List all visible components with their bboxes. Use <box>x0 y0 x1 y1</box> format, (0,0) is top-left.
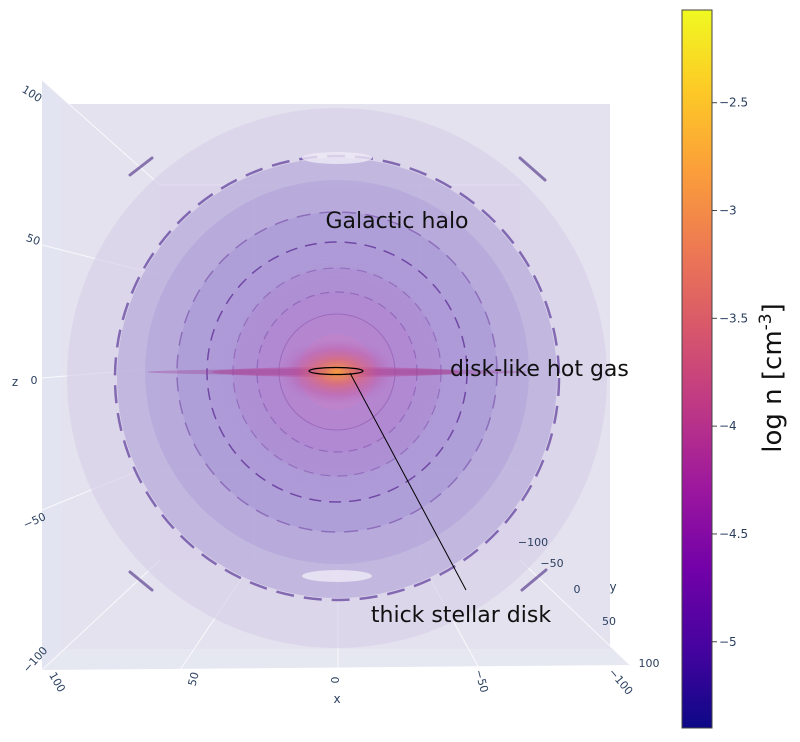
z-tick-label: 0 <box>31 374 38 387</box>
y-tick-label: −100 <box>518 536 548 549</box>
density-shells <box>67 108 607 648</box>
annotation-halo: Galactic halo <box>325 209 468 234</box>
x-axis-title: x <box>333 692 340 706</box>
shell-bottom-cap <box>302 570 372 582</box>
x-axis: 100 50 0 −50 −100 x <box>46 666 635 706</box>
colorbar-gradient <box>681 9 713 729</box>
z-axis-title: z <box>12 375 18 389</box>
y-tick-label: 0 <box>574 583 581 596</box>
y-axis-title: y <box>609 580 616 594</box>
stellar-disk-outline <box>308 366 364 376</box>
colorbar-tick-label: −3.5 <box>719 311 748 325</box>
colorbar-tick-label: −4 <box>719 419 737 433</box>
x-tick-label: 100 <box>46 670 68 695</box>
colorbar-tick-label: −4.5 <box>719 527 748 541</box>
annotation-stellar-disk: thick stellar disk <box>371 603 551 628</box>
colorbar: −2.5 −3 −3.5 −4 −4.5 −5 log n [cm-3] <box>681 9 788 729</box>
z-tick-label: 100 <box>20 83 45 105</box>
y-axis: −100 −50 0 50 100 y <box>518 536 660 670</box>
z-tick-label: 50 <box>24 231 42 248</box>
colorbar-tick-label: −5 <box>719 635 737 649</box>
annotation-hot-gas: disk-like hot gas <box>450 357 629 382</box>
x-tick-label: 0 <box>329 677 342 684</box>
y-tick-label: 100 <box>639 657 660 670</box>
stellar-disk-pointer <box>349 372 467 591</box>
shell-top-cap <box>302 152 372 164</box>
x-tick-label: 50 <box>186 671 202 688</box>
x-tick-label: −50 <box>472 668 491 694</box>
colorbar-title: log n [cm-3] <box>756 303 788 453</box>
x-tick-label: −100 <box>606 666 635 698</box>
colorbar-tick-label: −2.5 <box>719 96 748 110</box>
y-tick-label: 50 <box>602 615 616 628</box>
y-tick-label: −50 <box>540 557 563 570</box>
colorbar-tick-label: −3 <box>719 204 737 218</box>
